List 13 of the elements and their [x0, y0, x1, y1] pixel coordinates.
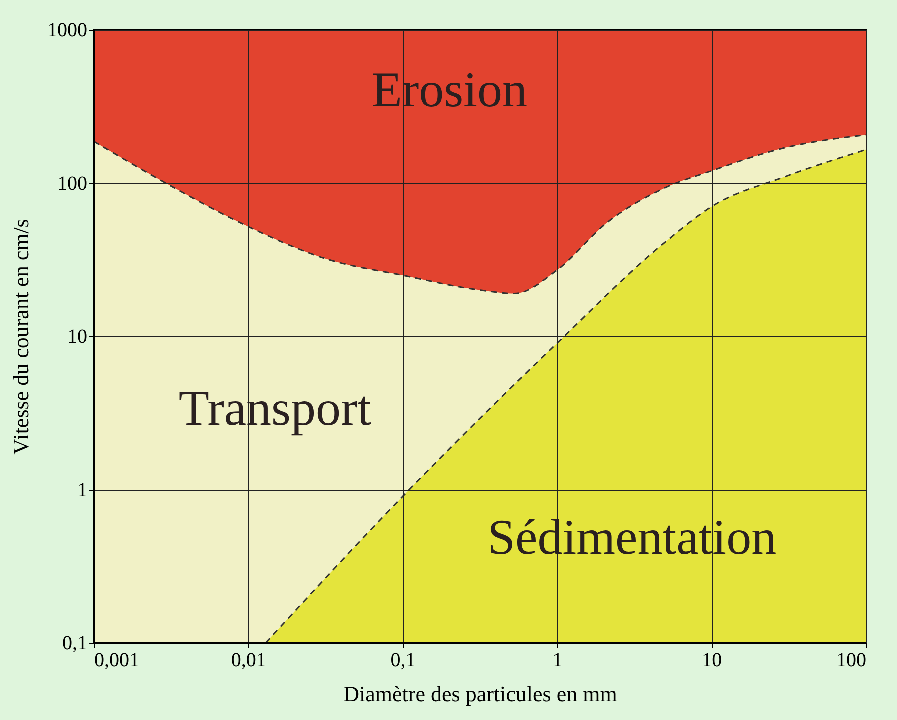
y-axis-title: Vitesse du courant en cm/s: [8, 219, 34, 455]
x-tick-label: 1: [552, 650, 563, 672]
x-tick-label: 100: [836, 650, 866, 672]
y-tick-label: 100: [58, 172, 88, 195]
x-tick-label: 0,1: [390, 650, 416, 672]
y-tick-label: 1000: [48, 20, 88, 42]
y-tick-label: 0,1: [62, 632, 88, 654]
y-tick-label: 10: [68, 326, 88, 348]
y-tick-label: 1: [78, 479, 88, 502]
x-axis-title: Diamètre des particules en mm: [344, 682, 618, 706]
x-tick-label: 10: [702, 650, 722, 672]
x-tick-label: 0,01: [231, 650, 266, 672]
x-tick-label: 0,001: [94, 650, 140, 672]
